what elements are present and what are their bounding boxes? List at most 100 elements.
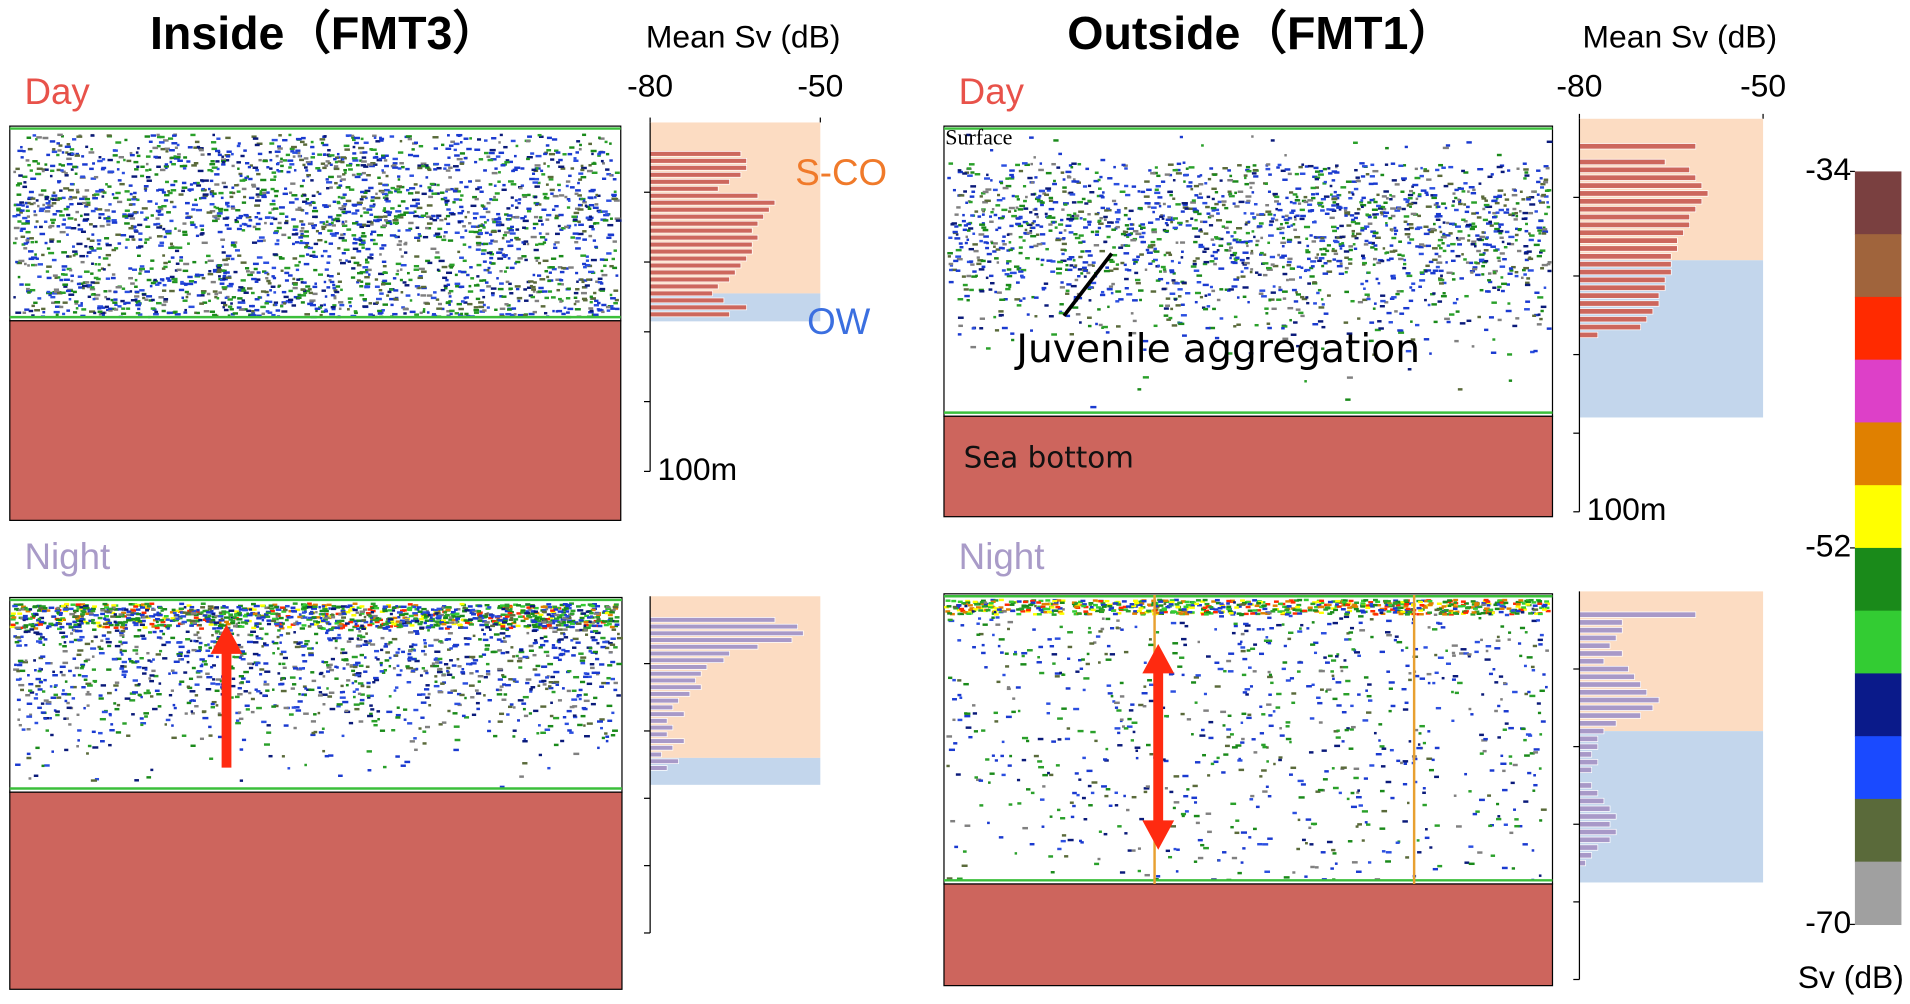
echo-sample	[79, 198, 85, 200]
echo-sample	[297, 297, 302, 299]
echo-sample	[13, 242, 17, 244]
echo-sample	[49, 240, 53, 242]
echo-sample	[174, 707, 177, 709]
echo-sample	[70, 183, 74, 185]
echo-sample	[118, 242, 122, 244]
echo-sample	[378, 626, 383, 628]
echo-sample	[11, 624, 16, 626]
echo-sample	[611, 734, 615, 736]
echo-sample	[591, 150, 597, 152]
echo-sample	[322, 728, 325, 730]
echo-sample	[499, 152, 505, 154]
echo-sample	[83, 218, 88, 220]
echo-sample	[292, 683, 296, 685]
echo-sample	[199, 149, 204, 151]
echo-sample	[317, 169, 321, 171]
echo-sample	[510, 614, 516, 616]
echo-sample	[410, 740, 415, 742]
echo-sample	[611, 678, 615, 680]
echo-sample	[247, 287, 253, 289]
echo-sample	[160, 278, 164, 280]
echo-sample	[191, 745, 196, 747]
echo-sample	[218, 275, 221, 277]
echo-sample	[398, 178, 400, 180]
echo-sample	[415, 620, 419, 622]
echo-sample	[266, 612, 271, 614]
echo-sample	[583, 676, 588, 678]
echo-sample	[156, 693, 162, 695]
echo-sample	[44, 717, 47, 719]
echo-sample	[468, 180, 472, 182]
echo-sample	[584, 693, 588, 695]
echo-sample	[342, 221, 344, 223]
echo-sample	[74, 300, 79, 302]
echo-sample	[578, 652, 583, 654]
echo-sample	[120, 300, 124, 302]
echo-sample	[422, 667, 425, 669]
echo-sample	[575, 189, 581, 191]
echo-sample	[114, 708, 119, 710]
echo-sample	[133, 211, 137, 213]
echo-sample	[455, 285, 459, 287]
echo-sample	[103, 290, 107, 292]
echo-sample	[589, 650, 592, 652]
echo-sample	[95, 208, 98, 210]
echo-sample	[176, 618, 179, 620]
echo-sample	[185, 291, 189, 293]
echo-sample	[119, 613, 123, 615]
echo-sample	[196, 609, 199, 611]
echo-sample	[90, 610, 95, 612]
echo-sample	[606, 237, 611, 239]
echo-sample	[430, 616, 433, 618]
echo-sample	[476, 248, 481, 250]
echo-sample	[370, 239, 373, 241]
echo-sample	[295, 208, 300, 210]
echo-sample	[616, 663, 622, 665]
echo-sample	[105, 626, 110, 628]
echo-sample	[227, 205, 230, 207]
echo-sample	[602, 162, 605, 164]
echo-sample	[230, 196, 234, 198]
echo-sample	[404, 718, 407, 720]
echo-sample	[383, 271, 386, 273]
echo-sample	[184, 655, 189, 657]
echo-sample	[276, 309, 281, 311]
echo-sample	[545, 233, 549, 235]
echo-sample	[69, 269, 72, 271]
echo-sample	[52, 151, 57, 153]
echo-sample	[568, 266, 574, 268]
echo-sample	[558, 647, 561, 649]
echo-sample	[579, 144, 582, 146]
echo-sample	[535, 164, 541, 166]
echo-sample	[329, 242, 333, 244]
echo-sample	[78, 228, 84, 230]
echo-sample	[76, 243, 82, 245]
echo-sample	[283, 193, 288, 195]
echo-sample	[477, 138, 481, 140]
echo-sample	[476, 692, 481, 694]
echo-sample	[381, 637, 385, 639]
echo-sample	[365, 248, 370, 250]
echo-sample	[170, 161, 173, 163]
echo-sample	[397, 706, 400, 708]
echo-sample	[491, 616, 493, 618]
echo-sample	[22, 176, 27, 178]
echo-sample	[177, 641, 182, 643]
echo-sample	[182, 735, 187, 737]
echo-sample	[25, 231, 30, 233]
echo-sample	[14, 664, 17, 666]
echo-sample	[295, 241, 299, 243]
echo-sample	[403, 312, 406, 314]
echo-sample	[14, 227, 20, 229]
echo-sample	[140, 175, 144, 177]
echo-sample	[94, 176, 98, 178]
echo-sample	[172, 672, 177, 674]
echo-sample	[231, 244, 236, 246]
echo-sample	[147, 180, 152, 182]
echo-sample	[237, 693, 243, 695]
echo-sample	[443, 167, 446, 169]
echo-sample	[507, 214, 513, 216]
echo-sample	[56, 607, 59, 609]
echo-sample	[62, 265, 68, 267]
echo-sample	[500, 632, 506, 634]
